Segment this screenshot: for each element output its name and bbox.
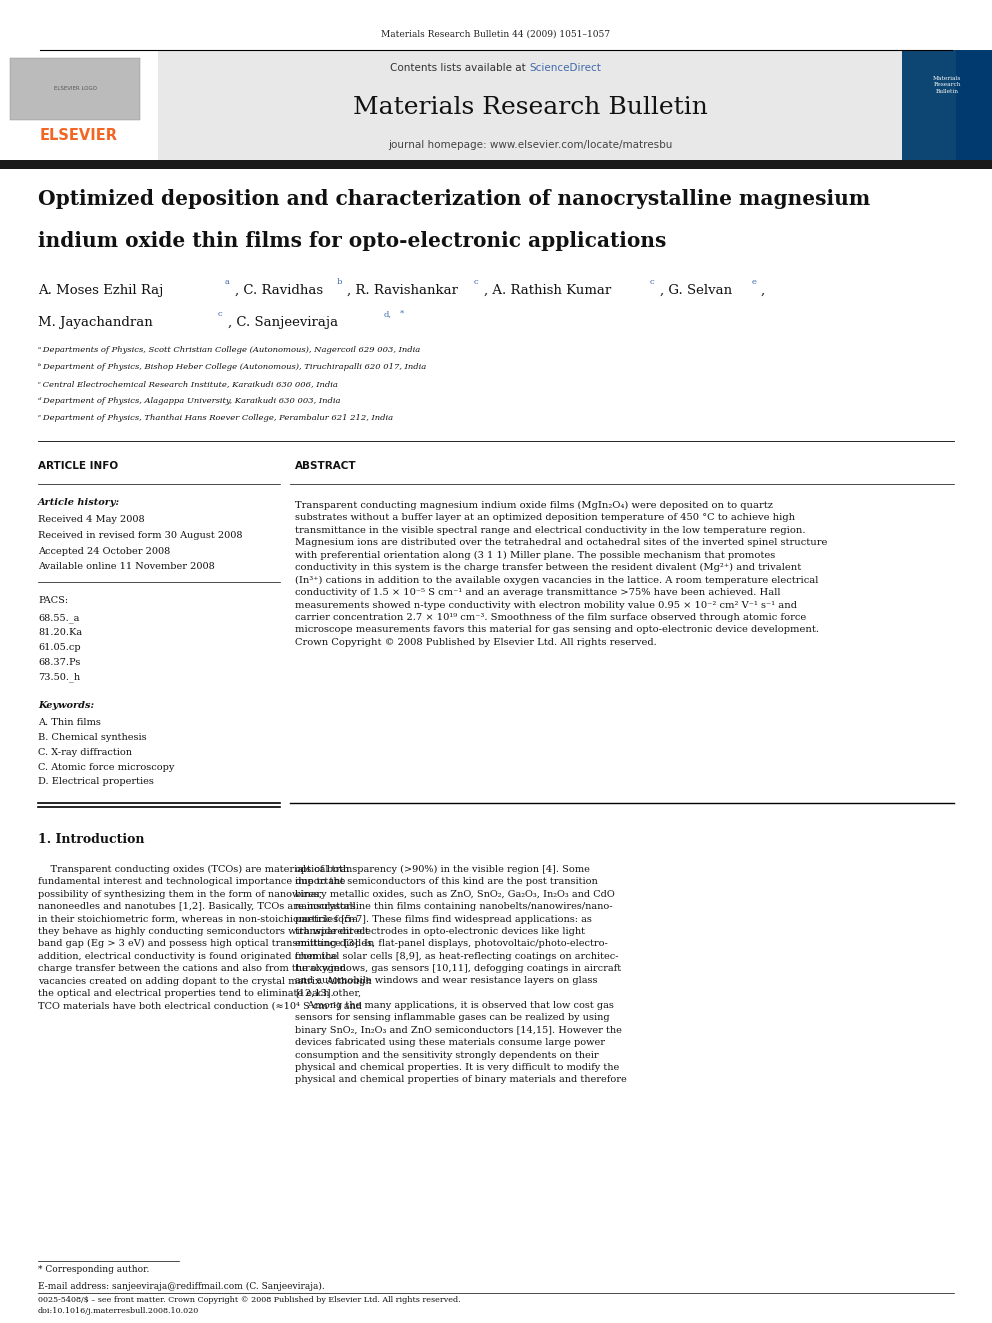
Text: ELSEVIER: ELSEVIER (40, 128, 118, 143)
Text: 73.50._h: 73.50._h (38, 672, 80, 683)
Text: ᵃ Departments of Physics, Scott Christian College (Autonomous), Nagercoil 629 00: ᵃ Departments of Physics, Scott Christia… (38, 347, 421, 355)
Text: journal homepage: www.elsevier.com/locate/matresbu: journal homepage: www.elsevier.com/locat… (388, 140, 673, 149)
Text: 1. Introduction: 1. Introduction (38, 833, 145, 845)
Text: ᶜ Central Electrochemical Research Institute, Karaikudi 630 006, India: ᶜ Central Electrochemical Research Insti… (38, 380, 338, 388)
Text: optical transparency (>90%) in the visible region [4]. Some
important semiconduc: optical transparency (>90%) in the visib… (295, 865, 627, 1085)
Bar (0, 50, 158, 160)
Text: M. Jayachandran: M. Jayachandran (38, 316, 153, 329)
Text: c: c (218, 310, 222, 318)
Text: ᵉ Department of Physics, Thanthai Hans Roever College, Perambalur 621 212, India: ᵉ Department of Physics, Thanthai Hans R… (38, 414, 393, 422)
Text: ᵇ Department of Physics, Bishop Heber College (Autonomous), Tiruchirapalli 620 0: ᵇ Department of Physics, Bishop Heber Co… (38, 363, 427, 370)
Text: Keywords:: Keywords: (38, 701, 94, 710)
Bar (902, 50, 992, 160)
Text: 68.55._a: 68.55._a (38, 613, 79, 623)
Text: ARTICLE INFO: ARTICLE INFO (38, 460, 118, 471)
Text: ,: , (761, 284, 765, 296)
Text: ELSEVIER LOGO: ELSEVIER LOGO (54, 86, 96, 91)
Text: b: b (337, 278, 342, 286)
Text: A. Thin films: A. Thin films (38, 718, 101, 728)
Text: Materials
Research
Bulletin: Materials Research Bulletin (932, 77, 961, 94)
Text: C. Atomic force microscopy: C. Atomic force microscopy (38, 762, 175, 771)
Text: Accepted 24 October 2008: Accepted 24 October 2008 (38, 546, 171, 556)
Text: , G. Selvan: , G. Selvan (660, 284, 732, 296)
Text: Materials Research Bulletin 44 (2009) 1051–1057: Materials Research Bulletin 44 (2009) 10… (382, 30, 610, 38)
Text: Article history:: Article history: (38, 497, 120, 507)
Text: 68.37.Ps: 68.37.Ps (38, 658, 80, 667)
Text: Contents lists available at: Contents lists available at (390, 64, 529, 73)
Text: d,: d, (384, 310, 392, 318)
Text: 61.05.cp: 61.05.cp (38, 643, 80, 652)
Text: C. X-ray diffraction: C. X-ray diffraction (38, 747, 132, 757)
Text: Received in revised form 30 August 2008: Received in revised form 30 August 2008 (38, 531, 242, 540)
Bar (902, 50, 956, 160)
Text: e: e (752, 278, 757, 286)
Bar (0, 50, 992, 160)
Text: * Corresponding author.: * Corresponding author. (38, 1265, 150, 1274)
Text: D. Electrical properties: D. Electrical properties (38, 778, 154, 786)
Text: Received 4 May 2008: Received 4 May 2008 (38, 515, 145, 524)
Text: , R. Ravishankar: , R. Ravishankar (347, 284, 458, 296)
Text: , C. Sanjeeviraja: , C. Sanjeeviraja (228, 316, 338, 329)
Text: 0025-5408/$ – see front matter. Crown Copyright © 2008 Published by Elsevier Ltd: 0025-5408/$ – see front matter. Crown Co… (38, 1297, 460, 1315)
Text: 81.20.Ka: 81.20.Ka (38, 628, 82, 636)
Text: Optimized deposition and characterization of nanocrystalline magnesium: Optimized deposition and characterizatio… (38, 189, 870, 209)
Text: ABSTRACT: ABSTRACT (295, 460, 357, 471)
Text: B. Chemical synthesis: B. Chemical synthesis (38, 733, 147, 742)
Text: , C. Ravidhas: , C. Ravidhas (235, 284, 323, 296)
Text: PACS:: PACS: (38, 597, 68, 605)
Text: ScienceDirect: ScienceDirect (529, 64, 601, 73)
Bar (0, 160, 992, 169)
Text: E-mail address: sanjeeviraja@rediffmail.com (C. Sanjeeviraja).: E-mail address: sanjeeviraja@rediffmail.… (38, 1282, 324, 1291)
Bar (10, 58, 140, 120)
Text: *: * (400, 310, 405, 318)
Text: a: a (225, 278, 230, 286)
Text: ᵈ Department of Physics, Alagappa University, Karaikudi 630 003, India: ᵈ Department of Physics, Alagappa Univer… (38, 397, 340, 405)
Text: A. Moses Ezhil Raj: A. Moses Ezhil Raj (38, 284, 164, 296)
Text: Materials Research Bulletin: Materials Research Bulletin (352, 95, 707, 119)
Text: Available online 11 November 2008: Available online 11 November 2008 (38, 562, 214, 572)
Text: c: c (650, 278, 655, 286)
Text: c: c (474, 278, 478, 286)
Text: Transparent conducting magnesium indium oxide films (MgIn₂O₄) were deposited on : Transparent conducting magnesium indium … (295, 501, 827, 647)
Text: indium oxide thin films for opto-electronic applications: indium oxide thin films for opto-electro… (38, 232, 667, 251)
Text: Transparent conducting oxides (TCOs) are materials of both
fundamental interest : Transparent conducting oxides (TCOs) are… (38, 865, 374, 1011)
Text: , A. Rathish Kumar: , A. Rathish Kumar (484, 284, 611, 296)
